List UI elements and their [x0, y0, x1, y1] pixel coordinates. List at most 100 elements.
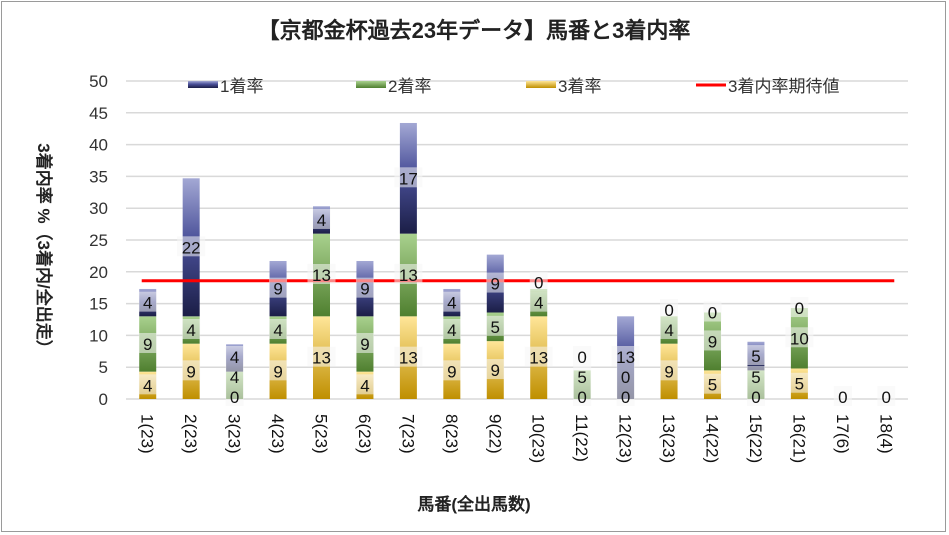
- data-label: 0: [621, 368, 630, 387]
- x-tick-label: 5(23): [312, 414, 331, 454]
- data-label-bg: [616, 366, 635, 386]
- data-label: 0: [708, 304, 717, 323]
- data-label-bg: [442, 291, 461, 312]
- data-label: 0: [882, 388, 891, 407]
- data-label: 0: [664, 301, 673, 320]
- data-label: 4: [186, 321, 195, 340]
- data-label: 9: [186, 362, 195, 381]
- data-label-bg: [611, 346, 640, 366]
- data-label: 0: [838, 388, 847, 407]
- data-label-bg: [573, 346, 592, 366]
- data-label: 9: [273, 280, 282, 299]
- data-label-bg: [660, 360, 679, 381]
- data-label: 4: [360, 376, 369, 395]
- data-label-bg: [486, 359, 505, 380]
- x-tick-label: 11(22): [572, 414, 591, 462]
- data-label-bg: [660, 298, 679, 319]
- x-tick-label: 4(23): [268, 414, 287, 454]
- data-label-bg: [355, 332, 374, 353]
- y-tick-label: 10: [89, 326, 108, 345]
- x-axis-title: 馬番(全出馬数): [417, 494, 530, 514]
- data-label-bg: [877, 386, 896, 406]
- data-label-bg: [312, 208, 331, 229]
- data-label: 0: [577, 388, 586, 407]
- data-label-bg: [269, 277, 288, 298]
- x-tick-label: 2(23): [181, 414, 200, 454]
- data-label: 5: [708, 376, 717, 395]
- data-label-bg: [225, 346, 244, 366]
- data-label: 0: [621, 388, 630, 407]
- legend-swatch: [526, 81, 556, 88]
- data-label-bg: [225, 386, 244, 406]
- data-label: 0: [751, 388, 760, 407]
- y-tick-label: 50: [89, 72, 108, 91]
- data-label: 9: [447, 362, 456, 381]
- data-label: 5: [795, 375, 804, 394]
- data-label: 9: [143, 335, 152, 354]
- data-label-bg: [307, 263, 336, 284]
- data-label: 9: [360, 280, 369, 299]
- data-label-bg: [394, 263, 423, 284]
- data-label: 4: [447, 321, 456, 340]
- x-tick-label: 13(23): [659, 414, 678, 463]
- data-label-bg: [746, 345, 765, 366]
- data-label: 9: [360, 335, 369, 354]
- legend-swatch: [356, 81, 386, 88]
- data-label-bg: [833, 386, 852, 406]
- x-tick-label: 17(6): [833, 414, 852, 454]
- data-label-bg: [269, 360, 288, 381]
- y-tick-label: 35: [89, 167, 108, 186]
- data-label-bg: [225, 366, 244, 386]
- x-tick-label: 3(23): [225, 414, 244, 454]
- data-label-bg: [524, 346, 553, 367]
- y-tick-label: 25: [89, 231, 108, 250]
- data-label: 22: [182, 238, 201, 257]
- x-tick-label: 7(23): [398, 414, 417, 454]
- data-label-bg: [616, 386, 635, 406]
- data-label: 0: [795, 299, 804, 318]
- y-tick-label: 45: [89, 104, 108, 123]
- data-label-bg: [529, 271, 548, 292]
- y-tick-label: 5: [99, 358, 108, 377]
- data-label-bg: [355, 374, 374, 395]
- data-label: 4: [447, 294, 456, 313]
- data-label: 4: [143, 294, 152, 313]
- data-label-bg: [486, 272, 505, 293]
- data-label-bg: [442, 318, 461, 339]
- x-tick-label: 16(21): [789, 414, 808, 463]
- data-label: 4: [273, 321, 282, 340]
- data-label-bg: [394, 346, 423, 367]
- data-label: 5: [751, 347, 760, 366]
- data-label-bg: [703, 373, 722, 394]
- data-label: 4: [143, 376, 152, 395]
- data-label-bg: [138, 374, 157, 395]
- data-label: 5: [491, 318, 500, 337]
- x-tick-label: 1(23): [138, 414, 157, 454]
- x-tick-label: 15(22): [746, 414, 765, 463]
- data-label: 4: [664, 321, 673, 340]
- data-label-bg: [660, 318, 679, 339]
- data-label-bg: [529, 291, 548, 312]
- data-label: 13: [529, 349, 548, 368]
- data-label: 13: [399, 349, 418, 368]
- data-label-bg: [138, 291, 157, 312]
- data-label-bg: [790, 372, 809, 393]
- data-label-bg: [746, 386, 765, 406]
- data-label-bg: [394, 167, 423, 188]
- data-label: 13: [312, 349, 331, 368]
- chart-title: 【京都金杯過去23年データ】馬番と3着内率: [258, 18, 691, 43]
- x-tick-label: 14(22): [703, 414, 722, 463]
- y-tick-label: 30: [89, 199, 108, 218]
- data-label-bg: [307, 346, 336, 367]
- data-label: 9: [708, 332, 717, 351]
- legend-label: 1着率: [220, 77, 263, 96]
- data-label: 4: [317, 211, 326, 230]
- data-label-bg: [790, 297, 809, 318]
- data-label: 13: [312, 266, 331, 285]
- data-label-bg: [573, 386, 592, 406]
- data-label-bg: [573, 366, 592, 386]
- legend-label: 2着率: [388, 77, 431, 96]
- x-tick-label: 6(23): [355, 414, 374, 454]
- legend-swatch: [188, 81, 218, 88]
